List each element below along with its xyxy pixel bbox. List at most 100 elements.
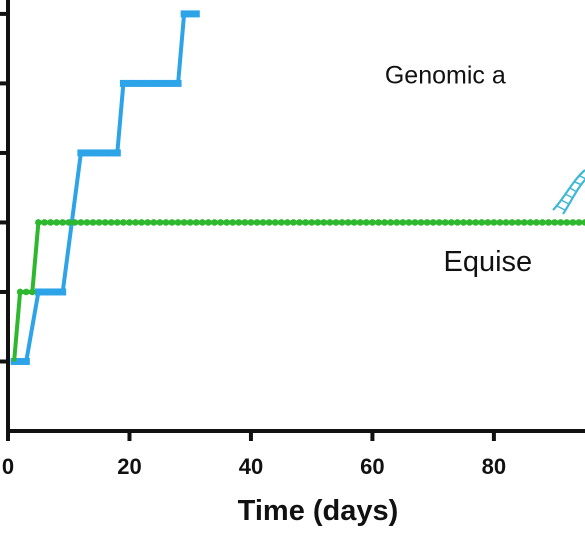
- data-point: [466, 219, 473, 226]
- data-point: [290, 219, 297, 226]
- data-point: [162, 219, 170, 226]
- data-point: [399, 219, 407, 226]
- data-point: [278, 219, 285, 226]
- x-tick-label: 20: [117, 454, 141, 479]
- data-point: [101, 219, 109, 226]
- data-point: [484, 219, 492, 226]
- data-point: [350, 219, 358, 226]
- data-point: [575, 219, 583, 226]
- data-point: [393, 219, 401, 226]
- data-point: [168, 79, 176, 87]
- data-point: [381, 219, 388, 226]
- data-point: [16, 357, 24, 365]
- axes: [6, 0, 585, 433]
- data-point: [271, 219, 279, 226]
- data-point: [478, 219, 486, 226]
- data-point: [22, 288, 30, 296]
- data-point: [332, 219, 340, 226]
- data-point: [223, 219, 230, 226]
- data-point: [496, 219, 504, 226]
- data-point: [59, 288, 67, 296]
- data-point: [192, 219, 200, 226]
- data-point: [569, 219, 577, 226]
- data-point: [442, 219, 449, 226]
- x-axis-title: Time (days): [238, 495, 399, 527]
- x-tick-label: 60: [360, 454, 384, 479]
- data-point: [162, 79, 170, 87]
- data-point: [59, 219, 66, 226]
- data-point: [429, 219, 437, 226]
- dna-helix-icon: [552, 169, 585, 215]
- data-point: [296, 219, 303, 226]
- data-point: [53, 288, 61, 296]
- data-point: [405, 219, 413, 226]
- data-point: [150, 79, 158, 87]
- data-point: [132, 79, 140, 87]
- series-line: [14, 11, 197, 364]
- data-point: [126, 219, 133, 226]
- data-point: [40, 288, 48, 296]
- data-point: [514, 219, 522, 226]
- data-point: [138, 219, 145, 226]
- data-point: [132, 219, 139, 226]
- data-point: [180, 219, 188, 226]
- data-point: [65, 219, 73, 226]
- data-point: [89, 149, 97, 157]
- annotation-label: Equise: [443, 246, 532, 278]
- data-point: [83, 219, 91, 226]
- data-point: [356, 219, 364, 226]
- x-tick-label: 0: [2, 454, 14, 479]
- y-ticks: [0, 11, 8, 364]
- data-point: [144, 219, 151, 226]
- data-point: [156, 79, 164, 87]
- data-point: [387, 219, 394, 226]
- data-point: [199, 219, 206, 226]
- data-point: [22, 357, 30, 365]
- annotation-label: Oxacillin: [178, 0, 288, 4]
- data-point: [423, 219, 431, 226]
- data-point: [186, 219, 194, 226]
- data-point: [320, 219, 328, 226]
- data-point: [89, 219, 97, 226]
- series-equisetin: [12, 219, 585, 362]
- data-point: [125, 79, 133, 87]
- data-point: [101, 149, 109, 157]
- annotations: Oxacillin Genomic a Equise: [178, 0, 532, 278]
- data-point: [77, 149, 85, 157]
- data-point: [253, 219, 261, 226]
- data-point: [259, 219, 267, 226]
- data-point: [156, 219, 164, 226]
- data-point: [34, 288, 42, 296]
- data-point: [502, 219, 510, 226]
- data-point: [344, 219, 352, 226]
- data-point: [520, 219, 528, 226]
- data-point: [217, 219, 224, 226]
- data-point: [508, 219, 516, 226]
- data-point: [229, 219, 237, 226]
- data-point: [435, 219, 443, 226]
- data-point: [138, 79, 146, 87]
- data-point: [205, 219, 212, 226]
- data-point: [186, 10, 194, 18]
- data-point: [527, 219, 534, 226]
- data-point: [35, 219, 42, 226]
- data-point: [338, 219, 346, 226]
- data-point: [545, 219, 552, 226]
- data-point: [448, 219, 455, 226]
- x-tick-label: 80: [482, 454, 506, 479]
- data-point: [241, 219, 249, 226]
- data-point: [180, 10, 188, 18]
- data-point: [71, 219, 79, 226]
- data-point: [53, 219, 60, 226]
- data-point: [551, 219, 558, 226]
- series-oxacillin: [10, 10, 200, 365]
- data-point: [41, 219, 48, 226]
- data-point: [326, 219, 334, 226]
- data-point: [114, 219, 121, 226]
- data-point: [83, 149, 91, 157]
- data-point: [95, 149, 103, 157]
- data-point: [460, 219, 467, 226]
- data-point: [563, 219, 571, 226]
- data-point: [107, 219, 115, 226]
